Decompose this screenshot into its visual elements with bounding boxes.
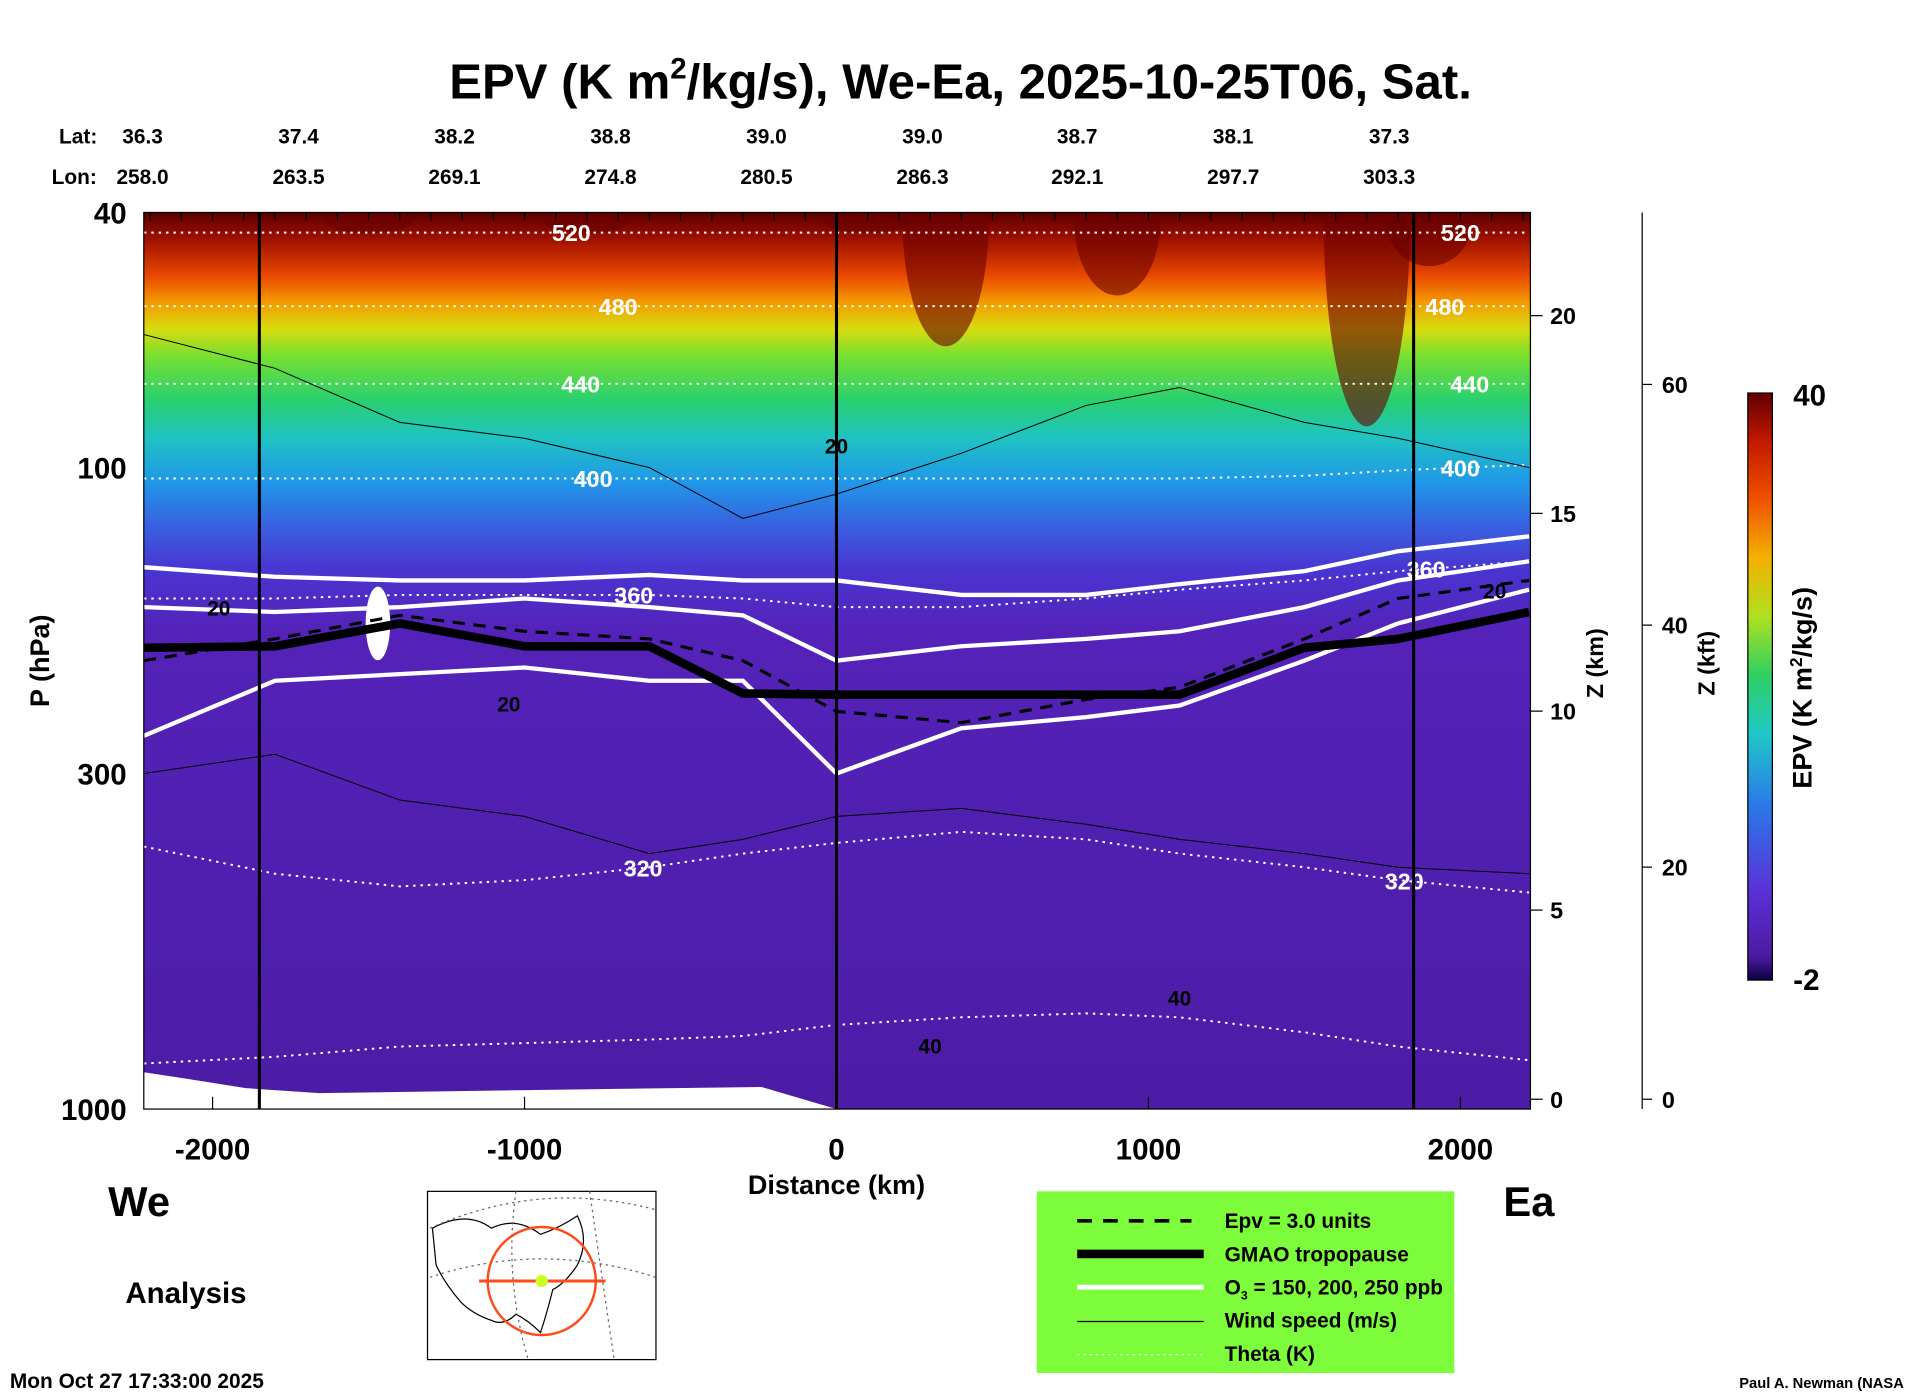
lon-value: 274.8 [584, 166, 636, 189]
lat-value: 37.3 [1369, 126, 1410, 149]
x-axis-label: Distance (km) [748, 1170, 925, 1200]
z-km-tick-label: 20 [1550, 303, 1576, 329]
x-tick-label: -2000 [175, 1133, 250, 1166]
lon-value: 297.7 [1207, 166, 1259, 189]
z-km-tick-label: 5 [1550, 898, 1563, 924]
epv-maximum [902, 212, 989, 347]
y-tick-label: 1000 [61, 1094, 127, 1127]
map-center-marker [535, 1274, 548, 1288]
legend-item-theta: Theta (K) [1225, 1343, 1315, 1366]
theta-label: 400 [1441, 455, 1480, 481]
lon-value: 292.1 [1051, 166, 1104, 189]
z-kft-tick-label: 20 [1662, 855, 1688, 881]
wind-label: 20 [207, 597, 230, 620]
y-axis-label: P (hPa) [25, 614, 55, 707]
z-km-label: Z (km) [1582, 628, 1608, 698]
x-tick-label: 2000 [1428, 1133, 1494, 1166]
theta-label: 320 [1385, 868, 1424, 894]
theta-label: 480 [599, 294, 638, 320]
lat-value: 37.4 [278, 126, 319, 149]
theta-label: 440 [561, 371, 600, 397]
lon-value: 286.3 [896, 166, 948, 189]
z-km-tick-label: 0 [1550, 1087, 1563, 1113]
lat-value: 38.1 [1213, 126, 1254, 149]
epv-maximum [325, 212, 412, 234]
wind-label: 20 [1483, 580, 1506, 603]
legend-item-wind: Wind speed (m/s) [1225, 1310, 1398, 1333]
z-kft-tick-label: 60 [1662, 372, 1688, 398]
analysis-label: Analysis [125, 1277, 246, 1310]
lat-value: 38.2 [434, 126, 475, 149]
lat-label: Lat: [59, 126, 97, 149]
theta-label: 440 [1450, 371, 1489, 397]
epv-maximum [543, 212, 630, 234]
theta-label: 400 [574, 466, 613, 492]
theta-contour-320 [143, 830, 1530, 894]
plot-area: 5205204804804404404004003603603203202020… [143, 212, 1531, 1110]
west-label: We [108, 1178, 170, 1225]
z-km-tick-label: 15 [1550, 501, 1576, 527]
lon-value: 303.3 [1363, 166, 1415, 189]
y-tick-label: 40 [94, 198, 127, 231]
timestamp: Mon Oct 27 17:33:00 2025 [10, 1370, 264, 1393]
epv-maximum [1323, 212, 1410, 427]
legend-item-epv: Epv = 3.0 units [1225, 1210, 1372, 1233]
x-tick-label: 1000 [1116, 1133, 1182, 1166]
legend: Epv = 3.0 units GMAO tropopause O3 = 150… [1036, 1191, 1455, 1374]
wind-label: 40 [1168, 987, 1191, 1010]
lon-label: Lon: [52, 166, 97, 189]
epv-maximum [1386, 212, 1473, 267]
lon-value: 269.1 [428, 166, 481, 189]
y-tick-label: 300 [77, 759, 126, 792]
z-km-tick-label: 10 [1550, 699, 1576, 725]
lat-value: 36.3 [122, 126, 163, 149]
z-kft-label: Z (kft) [1694, 631, 1720, 696]
colorbar-label: EPV (K m2/kg/s) [1786, 587, 1818, 789]
colorbar [1747, 392, 1773, 981]
lon-value: 280.5 [740, 166, 793, 189]
z-kft-tick-label: 0 [1662, 1087, 1675, 1113]
epv-maximum [824, 212, 911, 234]
legend-item-tropopause: GMAO tropopause [1225, 1243, 1409, 1266]
credit: Paul A. Newman (NASA [1739, 1376, 1904, 1392]
lat-value: 39.0 [902, 126, 943, 149]
colorbar-max-label: 40 [1793, 379, 1826, 412]
theta-label: 480 [1425, 294, 1464, 320]
lat-value: 38.8 [590, 126, 631, 149]
surface-mask [143, 1072, 837, 1110]
theta-label: 520 [1441, 220, 1480, 246]
inset-map [426, 1190, 657, 1361]
z-kft-tick-label: 40 [1662, 613, 1688, 639]
lat-value: 39.0 [746, 126, 787, 149]
y-tick-label: 100 [77, 453, 126, 486]
wind-label: 40 [918, 1035, 941, 1058]
wind-label: 20 [497, 693, 520, 716]
legend-item-ozone: O3 = 150, 200, 250 ppb [1225, 1277, 1443, 1303]
lon-value: 263.5 [272, 166, 325, 189]
lat-value: 38.7 [1057, 126, 1098, 149]
chart-title: EPV (K m2/kg/s), We-Ea, 2025-10-25T06, S… [449, 53, 1472, 110]
colorbar-min-label: -2 [1793, 964, 1819, 997]
theta-label: 520 [552, 220, 591, 246]
map-coastline [431, 1215, 585, 1334]
lon-value: 258.0 [116, 166, 168, 189]
x-tick-label: -1000 [487, 1133, 562, 1166]
theta-label: 320 [624, 855, 663, 881]
x-tick-label: 0 [828, 1133, 844, 1166]
east-label: Ea [1503, 1178, 1555, 1225]
